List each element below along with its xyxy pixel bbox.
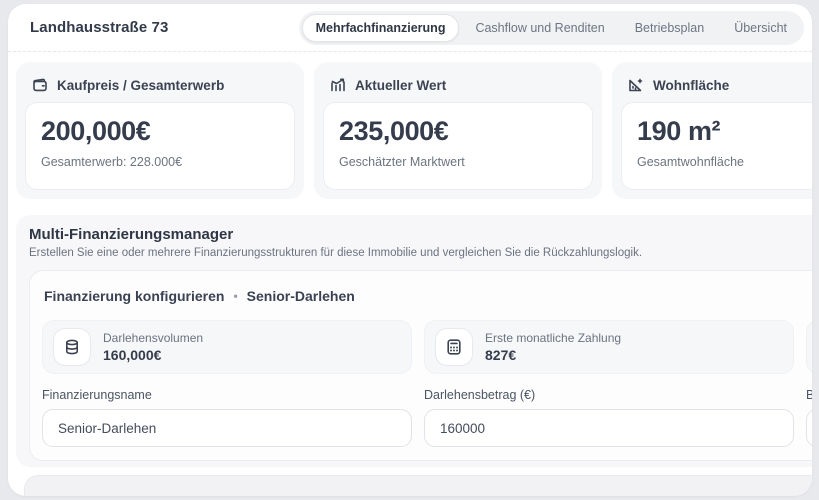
config-heading: Finanzierung konfigurieren [44,288,225,304]
next-section-card-clipped [24,475,812,496]
field-label: Bes [806,388,812,402]
wallet-icon [32,77,48,93]
chip-value: 827€ [485,347,517,363]
chip-clipped [806,320,812,374]
app-panel: Landhausstraße 73 Mehrfachfinanzierung C… [8,4,812,496]
multi-finanzierungsmanager-section: Multi-Finanzierungsmanager Erstellen Sie… [16,215,812,467]
finanzierung-konfigurieren-card: Finanzierung konfigurieren • Senior-Darl… [29,270,812,461]
stat-card-body: 200,000€ Gesamterwerb: 228.000€ [25,102,295,190]
stat-card-aktueller-wert: Aktueller Wert 235,000€ Geschätzter Mark… [314,62,602,199]
chart-increasing-icon [330,77,346,93]
tab-mehrfachfinanzierung[interactable]: Mehrfachfinanzierung [301,13,460,42]
darlehensbetrag-input[interactable] [424,409,794,447]
field-darlehensbetrag: Darlehensbetrag (€) [424,388,794,447]
chip-erste-monatliche-zahlung: Erste monatliche Zahlung 827€ [424,320,794,374]
area-ruler-icon [628,77,644,93]
field-finanzierungsname: Finanzierungsname [42,388,412,447]
page-header: Landhausstraße 73 Mehrfachfinanzierung C… [8,4,812,52]
calculator-icon [435,328,473,366]
stat-caption: Gesamtwohnfläche [637,155,745,169]
stat-card-title: Kaufpreis / Gesamterwerb [57,77,225,93]
tab-betriebsplan[interactable]: Betriebsplan [634,20,705,35]
tab-uebersicht[interactable]: Übersicht [734,20,787,35]
section-title: Multi-Finanzierungsmanager [29,226,234,243]
page-title: Landhausstraße 73 [30,19,169,36]
stat-value: 200,000€ [41,116,151,146]
loan-name-label: Senior-Darlehen [246,288,355,304]
field-label: Darlehensbetrag (€) [424,388,536,402]
separator-dot: • [233,289,238,303]
chip-value: 160,000€ [103,347,162,363]
stat-caption: Geschätzter Marktwert [339,155,465,169]
loan-stat-chips-row: Darlehensvolumen 160,000€ Erste monatlic… [42,320,812,374]
field-label: Finanzierungsname [42,388,152,402]
stat-card-kaufpreis: Kaufpreis / Gesamterwerb 200,000€ Gesamt… [16,62,304,199]
stat-card-body: 235,000€ Geschätzter Marktwert [323,102,593,190]
section-subtitle: Erstellen Sie eine oder mehrere Finanzie… [29,247,643,259]
database-icon [53,328,91,366]
stat-value: 235,000€ [339,116,449,146]
stat-card-body: 190 m² Gesamtwohnfläche [621,102,812,190]
field-clipped: Bes [806,388,812,447]
stat-cards-row: Kaufpreis / Gesamterwerb 200,000€ Gesamt… [8,52,812,199]
tab-cashflow-und-renditen[interactable]: Cashflow und Renditen [475,20,605,35]
chip-darlehensvolumen: Darlehensvolumen 160,000€ [42,320,412,374]
stat-caption: Gesamterwerb: 228.000€ [41,155,183,169]
clipped-input[interactable] [806,409,812,447]
stat-value: 190 m² [637,116,721,146]
stat-card-wohnflaeche: Wohnfläche 190 m² Gesamtwohnfläche [612,62,812,199]
chip-label: Darlehensvolumen [103,331,204,345]
stat-card-title: Aktueller Wert [355,77,447,93]
tab-bar: Mehrfachfinanzierung Cashflow und Rendit… [298,10,804,45]
chip-label: Erste monatliche Zahlung [485,331,622,345]
loan-form-row: Finanzierungsname Darlehensbetrag (€) Be… [42,388,812,447]
stat-card-title: Wohnfläche [653,77,730,93]
finanzierungsname-input[interactable] [42,409,412,447]
